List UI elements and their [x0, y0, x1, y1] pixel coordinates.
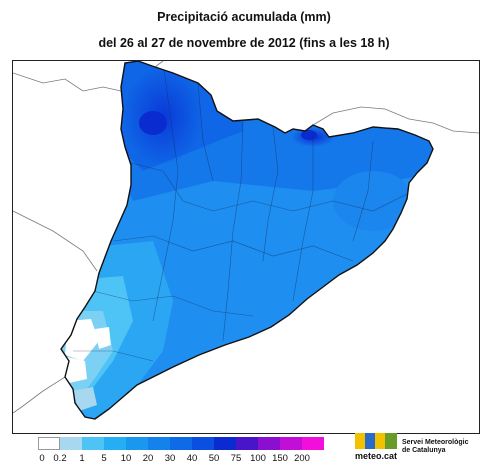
- neighbour-borders: [13, 61, 479, 414]
- legend-swatch: [236, 437, 258, 450]
- legend-swatch: [148, 437, 170, 450]
- precipitation-map: [12, 60, 480, 434]
- legend-tick-label: 20: [142, 453, 154, 464]
- legend-tick-label: 50: [208, 453, 220, 464]
- legend-swatch: [258, 437, 280, 450]
- map-subtitle: del 26 al 27 de novembre de 2012 (fins a…: [98, 36, 390, 50]
- legend-tick-label: 200: [294, 453, 310, 464]
- catalonia-map-svg: [13, 61, 479, 420]
- legend-swatch: [82, 437, 104, 450]
- legend-swatch: [214, 437, 236, 450]
- meteocat-logo-mark: [355, 433, 397, 449]
- legend-tick-label: 0: [39, 453, 45, 464]
- legend-tick-label: 0.2: [53, 453, 67, 464]
- legend-swatch: [302, 437, 324, 450]
- logo-org-line2: de Catalunya: [402, 447, 446, 454]
- logo-org-line1: Servei Meteorològic: [402, 439, 469, 446]
- legend-tick-label: 10: [120, 453, 132, 464]
- legend-swatch: [126, 437, 148, 450]
- legend-tick-label: 30: [164, 453, 176, 464]
- precipitation-field: [61, 61, 433, 419]
- legend-swatch: [104, 437, 126, 450]
- legend-tick-label: 40: [186, 453, 198, 464]
- legend-tick-label: 150: [272, 453, 288, 464]
- map-title: Precipitació acumulada (mm): [157, 10, 331, 24]
- logo-domain: meteo.cat: [355, 451, 398, 461]
- legend-tick-label: 5: [101, 453, 107, 464]
- legend-tick-label: 1: [79, 453, 85, 464]
- legend-swatch: [38, 437, 60, 450]
- meteocat-logo: meteo.cat Servei Meteorològic de Catalun…: [355, 433, 475, 463]
- legend-tick-label: 100: [250, 453, 266, 464]
- legend-swatch: [170, 437, 192, 450]
- legend-tick-label: 75: [230, 453, 242, 464]
- logo-org: Servei Meteorològic de Catalunya: [402, 439, 482, 455]
- comarca-borders: [73, 61, 414, 362]
- legend-swatch: [280, 437, 302, 450]
- legend-swatch: [192, 437, 214, 450]
- legend-swatch: [60, 437, 82, 450]
